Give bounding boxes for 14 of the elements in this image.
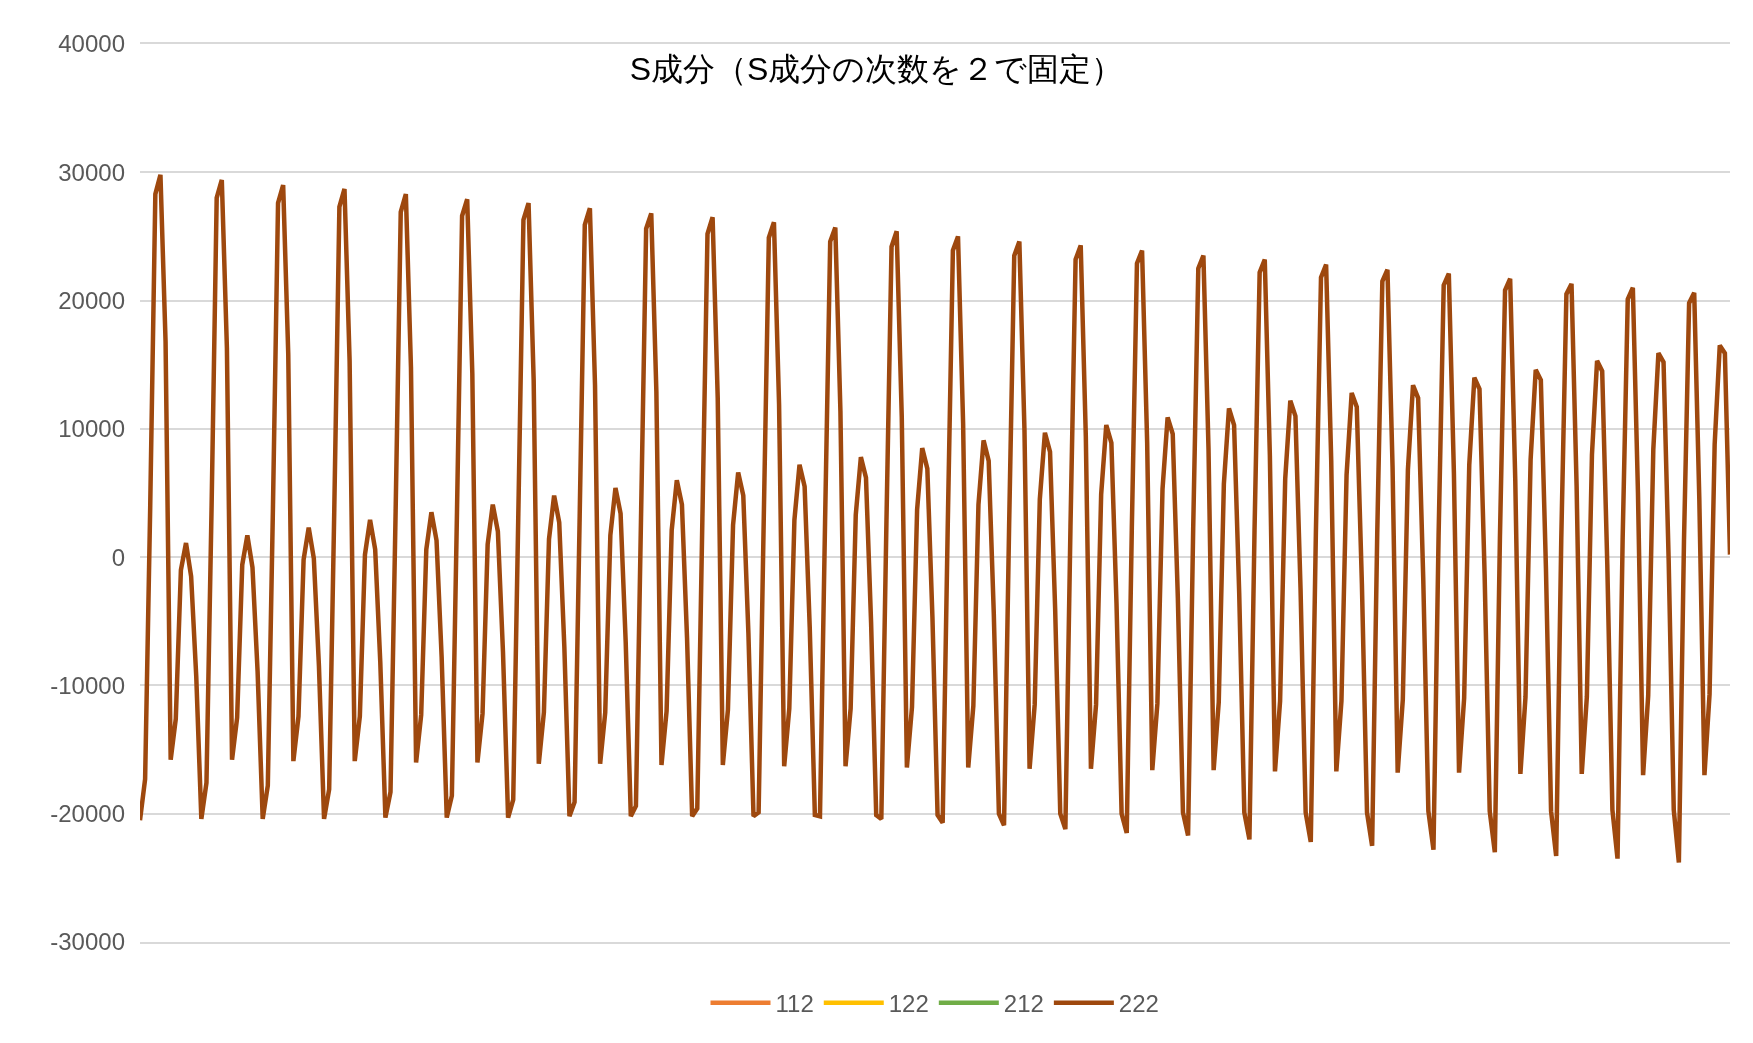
chart-title: S成分（S成分の次数を２で固定） (629, 51, 1124, 88)
legend-label: 122 (888, 990, 929, 1018)
legend-label: 112 (775, 990, 814, 1018)
y-tick-label: 30000 (58, 158, 125, 186)
legend-label: 212 (1003, 990, 1044, 1018)
y-tick-label: -10000 (50, 671, 125, 699)
y-tick-label: -20000 (50, 800, 125, 828)
y-tick-label: 40000 (58, 30, 125, 58)
legend-label: 222 (1118, 990, 1159, 1018)
line-series (140, 172, 1730, 865)
y-tick-label: 20000 (58, 286, 125, 314)
y-tick-label: 10000 (58, 415, 125, 443)
y-tick-label: -30000 (50, 928, 125, 956)
y-tick-label: 0 (111, 543, 125, 571)
